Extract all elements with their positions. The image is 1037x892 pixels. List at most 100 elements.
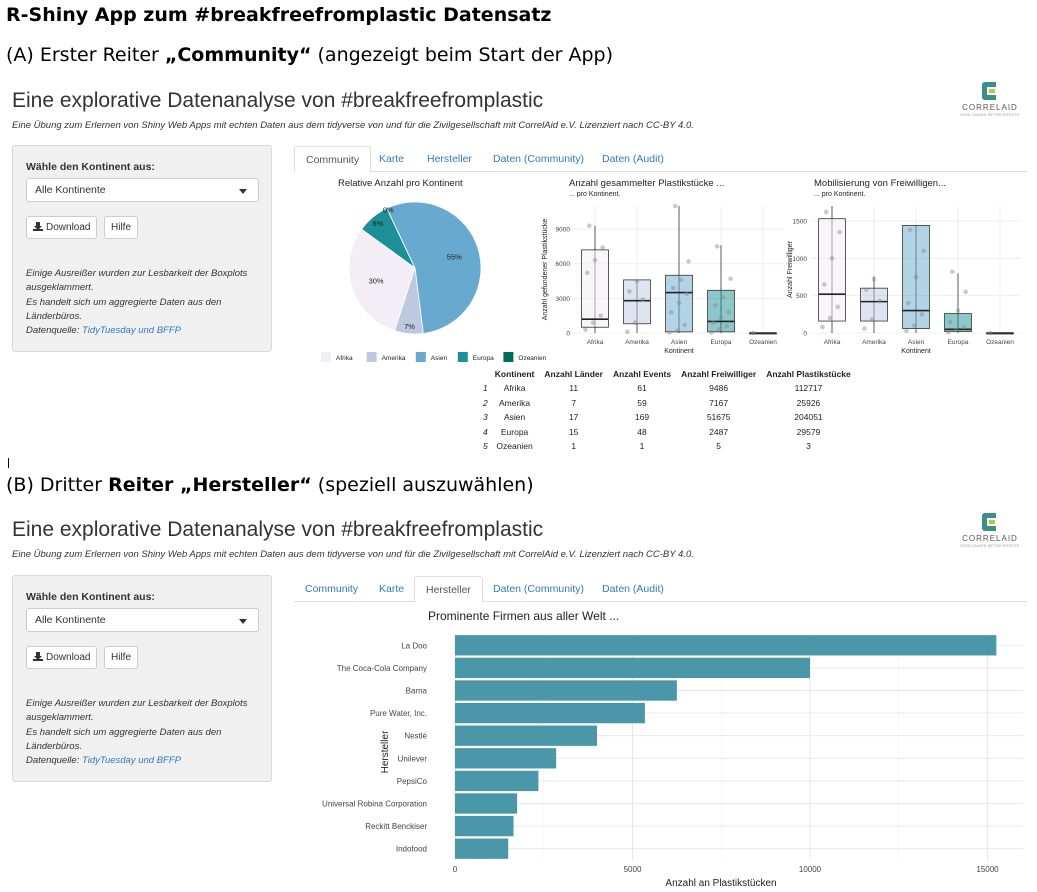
data-point (823, 209, 829, 215)
section-a-prefix: (A) Erster Reiter (6, 44, 165, 66)
tab-daten-audit[interactable]: Daten (Audit) (602, 153, 664, 165)
download-icon (33, 222, 43, 231)
legend-label-ozeanien: Ozeanien (518, 355, 546, 362)
data-point (714, 244, 720, 249)
legend-swatch-amerika (366, 352, 377, 362)
correlaid-logo-icon (982, 82, 996, 100)
y-tick-label: Reckitt Benckiser (365, 822, 427, 831)
box1-title: Anzahl gesammelter Plastikstücke ... (569, 178, 725, 189)
app-subtitle: Eine Übung zum Erlernen von Shiny Web Ap… (12, 549, 694, 560)
table-cell: 1 (571, 441, 577, 452)
app-subtitle: Eine Übung zum Erlernen von Shiny Web Ap… (12, 120, 694, 131)
data-point (961, 324, 967, 330)
table-cell: 5 (483, 441, 488, 452)
data-point (829, 255, 835, 261)
continent-select[interactable]: Alle Kontinente (26, 178, 259, 202)
boxplot-volunteers: 0 500 1000 1500 Afrika Amerika Asien Europa Ozea… (787, 206, 1021, 355)
y-tick-label: Indofood (396, 845, 427, 854)
bar-1 (455, 657, 810, 679)
data-source-label: Datenquelle: (26, 755, 82, 767)
logo-wordmark: CORRELAID (962, 534, 1018, 543)
data-source: Datenquelle: TidyTuesday und BFFP (26, 324, 261, 338)
data-source-link[interactable]: TidyTuesday und BFFP (81, 325, 181, 337)
y-tick-label: Barna (406, 687, 428, 696)
chevron-down-icon (239, 619, 247, 624)
tab-daten-community[interactable]: Daten (Community) (493, 153, 585, 165)
x-axis-label: Anzahl an Plastikstücken (665, 878, 776, 889)
table-header (478, 366, 490, 381)
legend-swatch-afrika (321, 352, 331, 362)
table-cell: Asien (503, 412, 526, 423)
data-point (667, 330, 672, 335)
box-europa (707, 289, 735, 333)
help-button[interactable]: Hilfe (104, 216, 139, 239)
tab-hersteller[interactable]: Hersteller (414, 576, 483, 603)
help-button-label: Hilfe (111, 222, 132, 233)
y-tick-label: 6000 (556, 261, 571, 268)
x-tick-label: Afrika (824, 339, 841, 346)
table-row: 3 Asien 17 169 51675 204051 (478, 410, 856, 425)
data-point (724, 323, 730, 329)
table-header-row: Kontinent Anzahl Länder Anzahl Events An… (478, 366, 856, 381)
tab-hersteller[interactable]: Hersteller (427, 153, 472, 165)
chevron-down-icon (239, 189, 247, 194)
boxplot-plastic: 0 3000 6000 9000 Afrika Amerika Asien Europa Oze… (542, 203, 784, 355)
data-point (871, 276, 877, 282)
data-point (963, 289, 968, 295)
box1-subtitle: ... pro Kontinent. (569, 191, 621, 198)
table-cell: 29579 (796, 426, 821, 437)
help-button[interactable]: Hilfe (104, 646, 139, 669)
data-point (907, 227, 913, 233)
tab-daten-audit[interactable]: Daten (Audit) (602, 583, 664, 595)
data-point (822, 282, 827, 287)
y-tick-label: 9000 (556, 227, 571, 234)
tab-karte[interactable]: Karte (379, 153, 405, 165)
data-point (720, 294, 726, 300)
data-point (712, 302, 718, 308)
table-cell: Ozeanien (496, 441, 533, 452)
y-tick-label: Unilever (398, 754, 428, 763)
legend-label-amerika: Amerika (382, 355, 406, 362)
data-point (835, 304, 841, 310)
y-tick-label: Pure Water, Inc. (370, 709, 427, 718)
data-source-label: Datenquelle: (26, 325, 82, 337)
x-tick-label: Amerika (862, 339, 886, 346)
text-cursor (8, 458, 9, 468)
table-row: 4 Europa 15 48 2487 29579 (478, 425, 856, 440)
data-source-link[interactable]: TidyTuesday und BFFP (81, 755, 181, 767)
box-amerika (623, 279, 651, 325)
x-tick-label: Asien (671, 339, 688, 346)
data-point (921, 248, 926, 254)
data-point (676, 300, 682, 306)
table-header: Anzahl Plastikstücke (766, 368, 851, 379)
pie-label: 7% (404, 322, 415, 331)
data-point (988, 330, 993, 336)
download-button[interactable]: Download (26, 646, 98, 669)
tab-karte[interactable]: Karte (379, 583, 405, 595)
data-point (949, 269, 955, 275)
table-cell: 48 (637, 426, 647, 437)
data-point (586, 223, 592, 228)
sidebar-notes: Einige Ausreißer wurden zur Lesbarkeit d… (26, 267, 261, 338)
table-cell: 169 (634, 412, 650, 423)
data-point (726, 309, 731, 315)
continent-select[interactable]: Alle Kontinente (26, 608, 259, 632)
x-tick-label: Amerika (625, 339, 649, 346)
pie-chart: 30% 8% 0% 55% 7% Afrika Amerika Asien Europa Ozea… (321, 201, 547, 362)
pie-title: Relative Anzahl pro Kontinent (338, 178, 463, 189)
data-point (827, 315, 833, 321)
table-cell: 61 (637, 383, 647, 394)
tab-community[interactable]: Community (294, 146, 372, 173)
x-axis-label: Kontinent (901, 348, 931, 355)
tab-community[interactable]: Community (305, 583, 359, 595)
tab-daten-community[interactable]: Daten (Community) (493, 583, 585, 595)
bar-chart-title: Prominente Firmen aus aller Welt ... (428, 609, 620, 623)
pie-label: 0% (383, 205, 394, 214)
download-icon (33, 652, 43, 661)
data-point (625, 329, 630, 335)
data-point (953, 327, 959, 333)
note-outliers: Einige Ausreißer wurden zur Lesbarkeit d… (26, 698, 248, 724)
data-point (674, 328, 680, 333)
download-button[interactable]: Download (26, 216, 98, 239)
data-point (709, 330, 714, 335)
